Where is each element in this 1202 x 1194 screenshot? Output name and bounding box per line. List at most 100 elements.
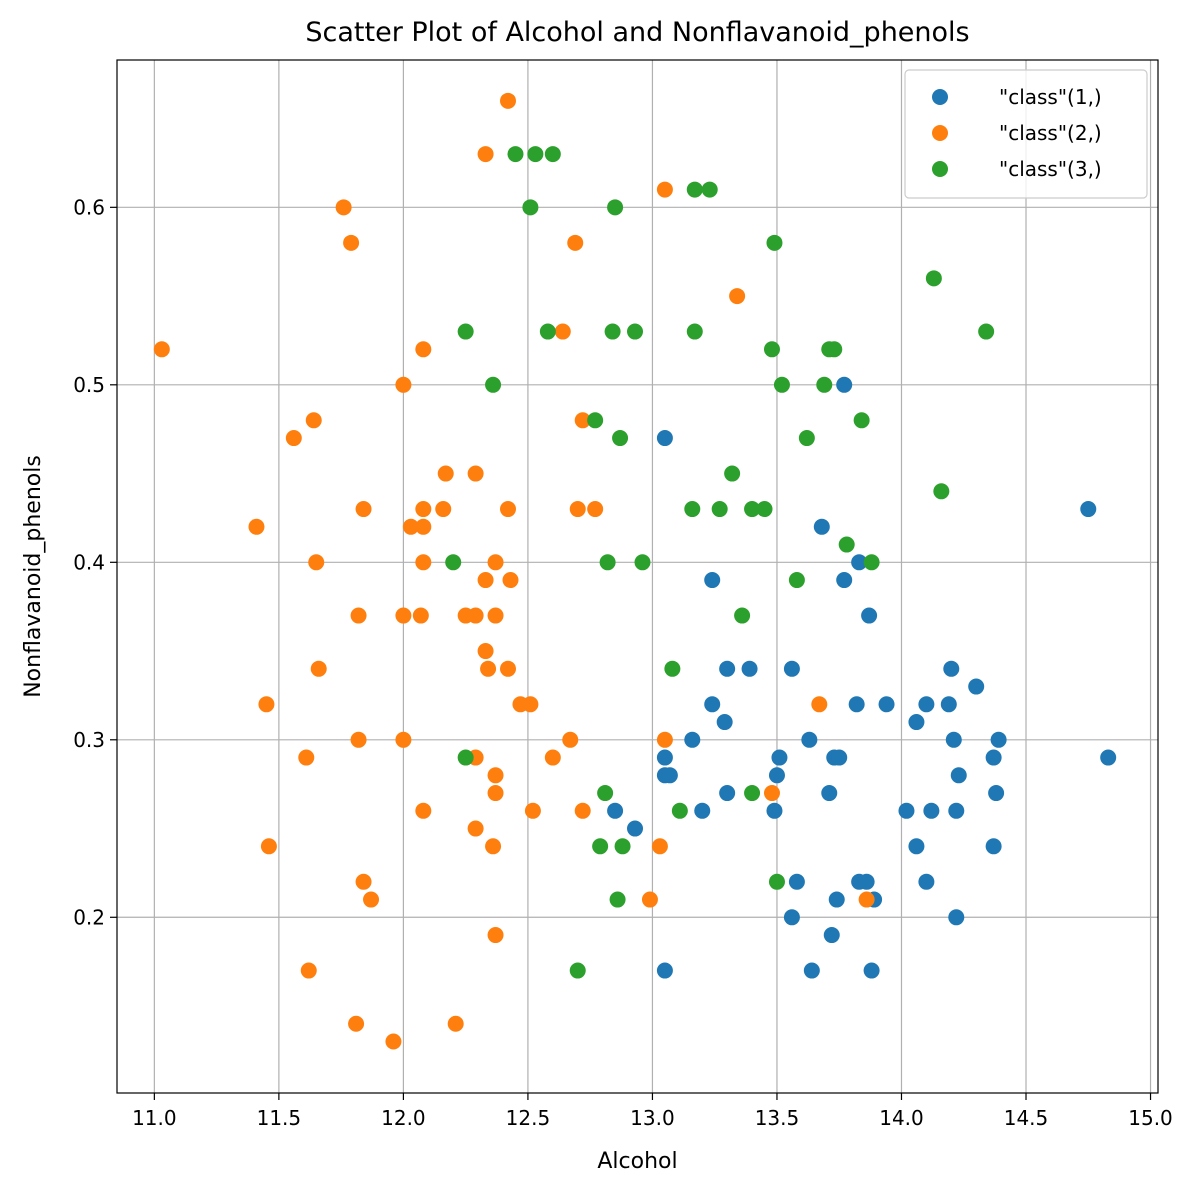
data-point [609,891,626,908]
data-point [744,501,761,518]
data-point [950,767,967,784]
legend-label-class-3: "class"(3,) [999,157,1102,181]
data-point [350,607,367,624]
data-point [918,873,935,890]
data-point [773,376,790,393]
data-point [457,749,474,766]
data-point [656,181,673,198]
data-point [499,92,516,109]
data-point [898,802,915,819]
data-point [447,1015,464,1032]
data-point [671,802,688,819]
data-point [607,199,624,216]
data-point [933,483,950,500]
data-point [385,1033,402,1050]
data-point [350,731,367,748]
data-point [863,962,880,979]
data-point [507,146,524,163]
data-point [587,501,604,518]
data-point [258,696,275,713]
data-point [701,181,718,198]
data-point [1100,749,1117,766]
data-point [467,465,484,482]
data-point [260,838,277,855]
data-point [716,714,733,731]
data-point [480,660,497,677]
x-tick-label: 14.0 [879,1106,924,1130]
data-point [768,873,785,890]
data-point [656,731,673,748]
data-point [355,501,372,518]
data-point [940,696,957,713]
data-point [502,572,519,589]
x-axis-label: Alcohol [597,1149,677,1174]
data-point [539,323,556,340]
data-point [627,323,644,340]
data-point [863,554,880,571]
data-point [485,838,502,855]
y-tick-label: 0.6 [73,195,105,219]
series-class-2 [153,92,875,1050]
data-point [763,341,780,358]
data-point [569,962,586,979]
data-point [487,927,504,944]
data-point [554,323,571,340]
data-point [656,430,673,447]
data-point [826,341,843,358]
data-point [437,465,454,482]
data-point [908,714,925,731]
axis-ticks: 11.0 11.5 12.0 12.5 13.0 13.5 14.0 14.5 15.0 0.2 0… [73,195,1173,1130]
data-point [798,430,815,447]
data-point [948,802,965,819]
data-point [544,749,561,766]
data-point [248,518,265,535]
data-point [415,341,432,358]
data-point [599,554,616,571]
data-point [395,376,412,393]
data-point [641,891,658,908]
y-tick-label: 0.3 [73,728,105,752]
data-point [477,146,494,163]
data-point [851,554,868,571]
data-point [978,323,995,340]
data-point [363,891,380,908]
data-point [477,643,494,660]
data-point [734,607,751,624]
data-point [684,501,701,518]
data-point [853,412,870,429]
data-point [348,1015,365,1032]
data-point [661,767,678,784]
data-point [285,430,302,447]
data-point [485,376,502,393]
grid-lines [117,60,1158,1093]
data-points [153,92,1117,1050]
data-point [741,660,758,677]
data-point [614,838,631,855]
data-point [861,607,878,624]
plot-frame [116,59,1159,1094]
data-point [823,927,840,944]
data-point [467,607,484,624]
data-point [305,412,322,429]
data-point [990,731,1007,748]
data-point [704,572,721,589]
data-point [607,802,624,819]
data-point [711,501,728,518]
data-point [694,802,711,819]
data-point [415,802,432,819]
data-point [925,270,942,287]
data-point [395,607,412,624]
data-point [651,838,668,855]
data-point [562,731,579,748]
data-point [656,962,673,979]
data-point [724,465,741,482]
data-point [985,838,1002,855]
data-point [788,873,805,890]
data-point [612,430,629,447]
data-point [766,802,783,819]
data-point [1080,501,1097,518]
data-point [985,749,1002,766]
series-class-3 [445,146,995,979]
data-point [153,341,170,358]
